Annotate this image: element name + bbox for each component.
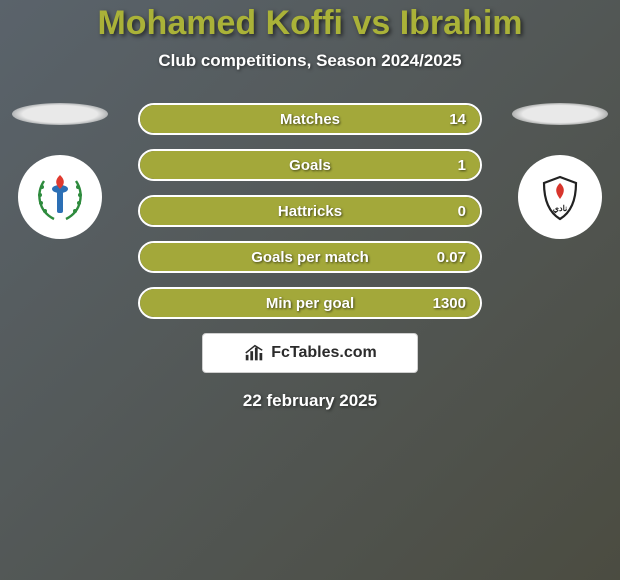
svg-text:نادي: نادي bbox=[553, 204, 568, 214]
source-text: FcTables.com bbox=[271, 344, 377, 362]
stat-row: Goals per match0.07 bbox=[138, 241, 482, 273]
page-subtitle: Club competitions, Season 2024/2025 bbox=[0, 51, 620, 71]
stat-row: Hattricks0 bbox=[138, 195, 482, 227]
left-club-badge bbox=[18, 155, 102, 239]
stat-right-value: 14 bbox=[449, 105, 466, 133]
barchart-icon bbox=[243, 342, 265, 364]
date-text: 22 february 2025 bbox=[0, 391, 620, 411]
stat-label: Min per goal bbox=[140, 289, 480, 317]
stat-label: Hattricks bbox=[140, 197, 480, 225]
left-player-ellipse bbox=[12, 103, 108, 125]
stat-label: Goals per match bbox=[140, 243, 480, 271]
comparison-infographic: Mohamed Koffi vs Ibrahim Club competitio… bbox=[0, 0, 620, 580]
stat-row: Min per goal1300 bbox=[138, 287, 482, 319]
torch-wreath-icon bbox=[30, 167, 90, 227]
stat-right-value: 1 bbox=[458, 151, 466, 179]
stat-right-value: 1300 bbox=[433, 289, 466, 317]
right-club-badge: نادي bbox=[518, 155, 602, 239]
stat-right-value: 0.07 bbox=[437, 243, 466, 271]
stat-right-value: 0 bbox=[458, 197, 466, 225]
right-player-ellipse bbox=[512, 103, 608, 125]
stat-row: Matches14 bbox=[138, 103, 482, 135]
shield-flame-icon: نادي bbox=[530, 167, 590, 227]
stat-row: Goals1 bbox=[138, 149, 482, 181]
source-card: FcTables.com bbox=[202, 333, 418, 373]
stat-label: Goals bbox=[140, 151, 480, 179]
page-title: Mohamed Koffi vs Ibrahim bbox=[0, 0, 620, 43]
content-area: نادي Matches14 Goals1 Hattricks0 Goals per … bbox=[0, 103, 620, 411]
stat-rows: Matches14 Goals1 Hattricks0 Goals per match… bbox=[138, 103, 482, 319]
stat-label: Matches bbox=[140, 105, 480, 133]
